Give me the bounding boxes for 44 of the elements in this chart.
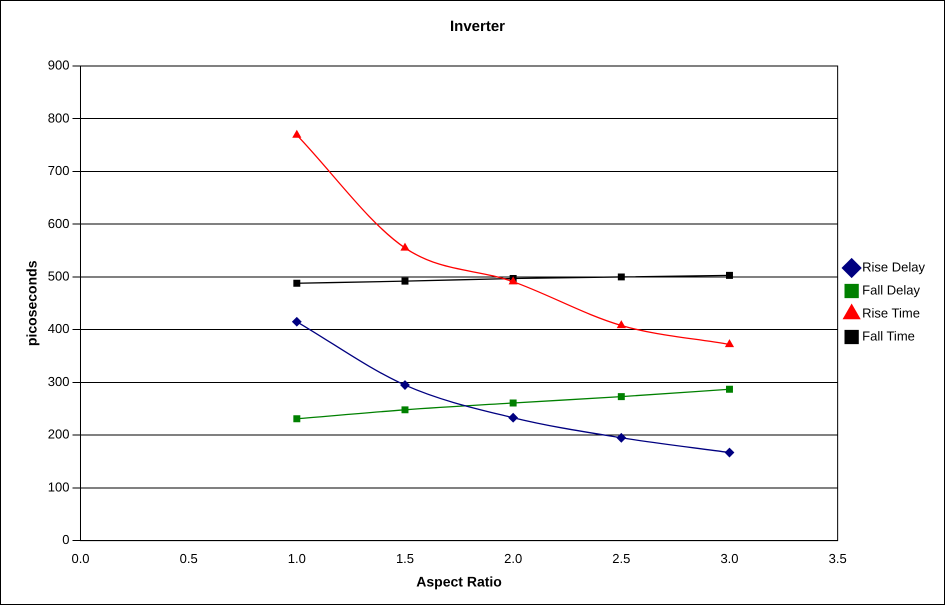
y-tick-label: 500	[48, 268, 70, 284]
x-tick-label: 3.0	[720, 550, 739, 566]
y-tick-label: 300	[48, 374, 70, 389]
point	[616, 433, 626, 442]
y-tick-label: 0	[62, 532, 70, 548]
point	[402, 278, 408, 285]
point	[509, 277, 518, 284]
point	[400, 380, 410, 390]
legend-label: Fall Time	[862, 328, 915, 344]
point	[510, 399, 517, 406]
x-tick-label: 1.0	[288, 550, 306, 566]
point	[508, 413, 518, 422]
x-axis-title: Aspect Ratio	[416, 573, 502, 590]
legend-label: Fall Delay	[862, 282, 920, 298]
point	[618, 273, 625, 280]
y-tick-label: 700	[48, 163, 70, 178]
point	[293, 280, 300, 287]
chart-title: Inverter	[450, 18, 506, 36]
point	[293, 415, 300, 422]
point	[292, 130, 301, 138]
point	[618, 393, 625, 400]
x-tick-label: 0.0	[71, 550, 90, 566]
y-tick-label: 600	[48, 216, 70, 231]
point	[726, 272, 733, 279]
x-tick-label: 1.5	[396, 550, 414, 566]
point	[725, 340, 734, 348]
point	[726, 386, 733, 393]
point	[617, 320, 626, 328]
y-tick-label: 100	[48, 479, 70, 494]
point	[292, 317, 302, 326]
y-tick-label: 800	[48, 110, 70, 126]
legend-label: Rise Time	[862, 306, 920, 321]
x-tick-label: 2.5	[612, 550, 630, 566]
y-tick-label: 200	[48, 426, 70, 442]
legend-label: Rise Delay	[862, 260, 926, 275]
x-tick-label: 0.5	[180, 550, 198, 566]
point	[402, 406, 408, 414]
point	[400, 243, 410, 251]
x-tick-label: 2.0	[504, 550, 522, 566]
point	[724, 448, 734, 458]
y-axis-title: picoseconds	[23, 260, 40, 346]
y-tick-label: 400	[48, 321, 70, 336]
y-tick-label: 900	[48, 58, 70, 73]
x-tick-label: 3.5	[828, 550, 847, 566]
